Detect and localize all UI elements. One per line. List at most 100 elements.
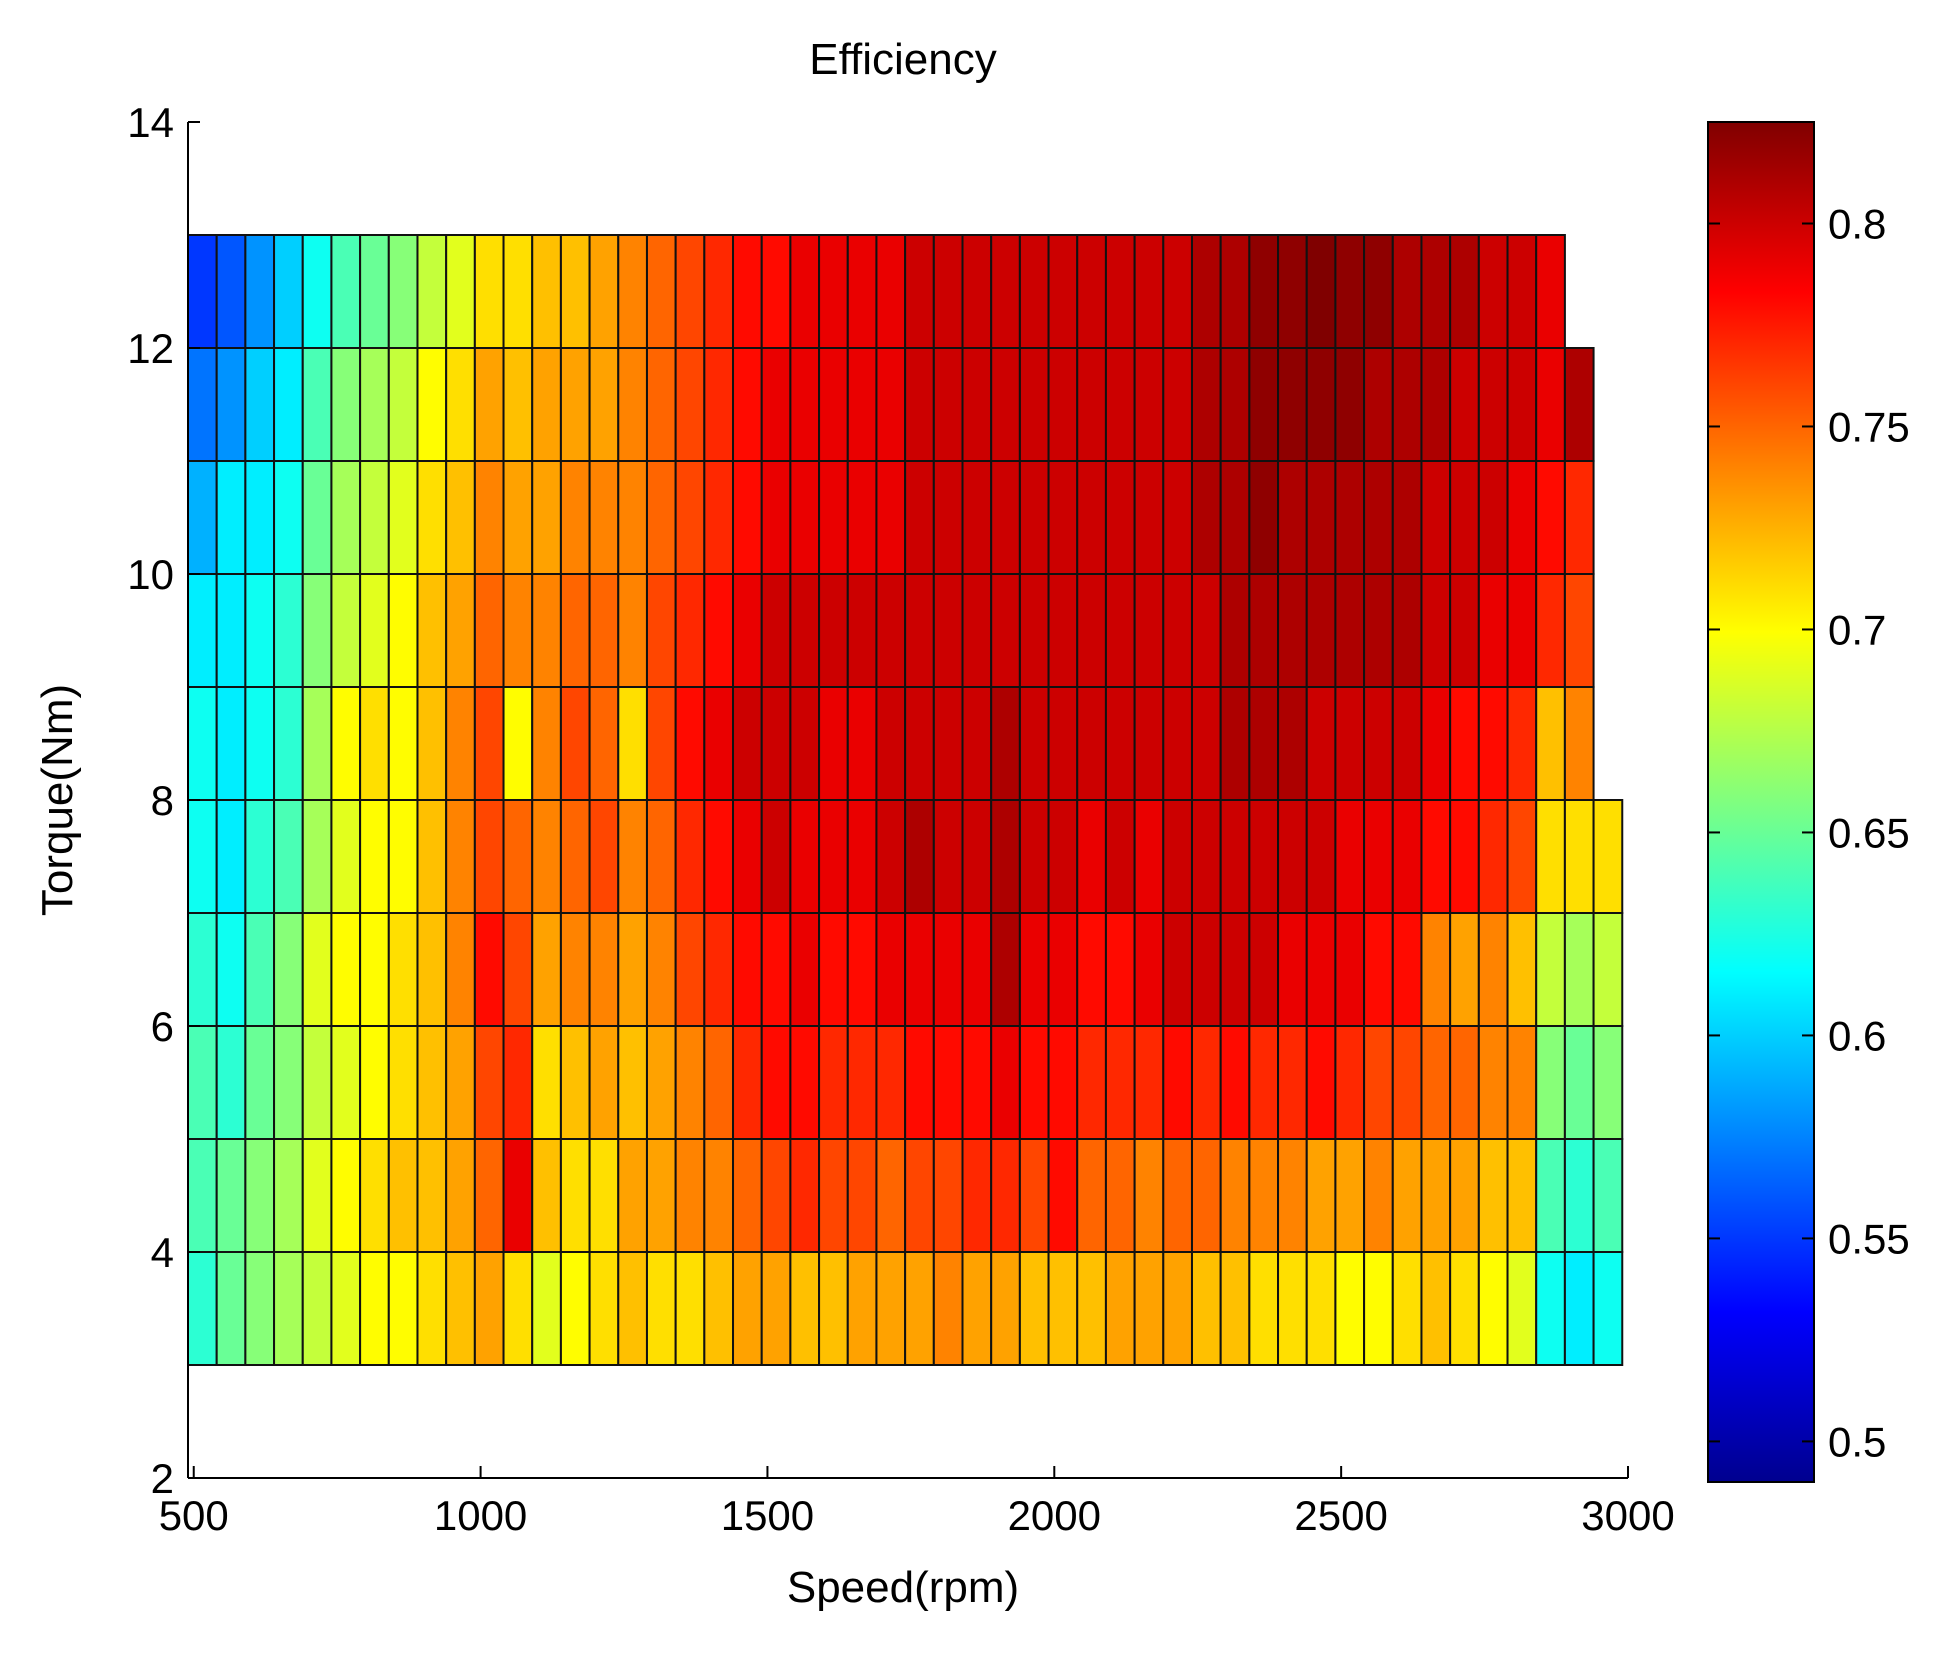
heatmap-cell (359, 573, 390, 688)
heatmap-cell (330, 234, 362, 349)
heatmap-cell (1076, 686, 1107, 801)
chart-title: Efficiency (809, 35, 997, 84)
heatmap-cell (502, 686, 534, 801)
heatmap-cell (416, 460, 448, 575)
heatmap-cell (932, 573, 964, 688)
heatmap-cell (1219, 799, 1251, 914)
x-tick-label: 3000 (1581, 1492, 1674, 1539)
heatmap-cell (1449, 1138, 1480, 1253)
heatmap-cell (1420, 1025, 1452, 1140)
heatmap-cell (588, 1138, 620, 1253)
heatmap-cell (273, 912, 304, 1027)
heatmap-cell (416, 234, 448, 349)
heatmap-cell (1305, 573, 1337, 688)
heatmap-cell (703, 347, 735, 462)
heatmap-cell (1047, 1251, 1079, 1366)
heatmap-cell (244, 460, 276, 575)
heatmap-cell (359, 1138, 390, 1253)
heatmap-cell (301, 234, 333, 349)
heatmap-cells (187, 234, 1624, 1366)
heatmap-cell (1162, 799, 1193, 914)
heatmap-cell (445, 912, 476, 1027)
heatmap-cell (1477, 234, 1509, 349)
heatmap-cell (961, 1025, 993, 1140)
heatmap-cell (445, 460, 476, 575)
heatmap-cell (1162, 686, 1193, 801)
heatmap-cell (502, 573, 534, 688)
heatmap-cell (1535, 912, 1566, 1027)
heatmap-cell (1190, 234, 1222, 349)
heatmap-cell (473, 234, 505, 349)
heatmap-cell (1305, 460, 1337, 575)
heatmap-cell (1420, 234, 1452, 349)
heatmap-cell (1334, 460, 1366, 575)
heatmap-cell (789, 686, 821, 801)
heatmap-cell (1305, 799, 1337, 914)
heatmap-cell (1563, 686, 1595, 801)
heatmap-cell (818, 1251, 849, 1366)
heatmap-cell (789, 347, 821, 462)
heatmap-cell (645, 1138, 677, 1253)
y-axis-label: Torque(Nm) (33, 684, 82, 916)
heatmap-cell (961, 799, 993, 914)
heatmap-cell (1104, 1138, 1136, 1253)
heatmap-cell (1104, 1251, 1136, 1366)
heatmap-cell (187, 799, 218, 914)
heatmap-cell (244, 912, 276, 1027)
colorbar-tick-label: 0.7 (1828, 606, 1886, 653)
heatmap-cell (1334, 1138, 1366, 1253)
heatmap-cell (674, 686, 706, 801)
heatmap-cell (502, 1138, 534, 1253)
heatmap-cell (674, 1251, 706, 1366)
heatmap-cell (273, 234, 304, 349)
heatmap-cell (1248, 1138, 1280, 1253)
heatmap-cell (1420, 573, 1452, 688)
heatmap-cell (703, 912, 735, 1027)
heatmap-cell (445, 347, 476, 462)
y-tick-label: 6 (151, 1003, 174, 1050)
heatmap-cell (617, 1025, 648, 1140)
heatmap-cell (1449, 573, 1480, 688)
heatmap-cell (1506, 234, 1538, 349)
heatmap-cell (818, 686, 849, 801)
colorbar-tick-label: 0.8 (1828, 200, 1886, 247)
heatmap-cell (1047, 799, 1079, 914)
heatmap-cell (1248, 234, 1280, 349)
heatmap-cell (990, 347, 1021, 462)
heatmap-cell (387, 573, 419, 688)
heatmap-cell (559, 912, 591, 1027)
heatmap-cell (1334, 799, 1366, 914)
heatmap-cell (330, 1251, 362, 1366)
heatmap-cell (1133, 912, 1165, 1027)
heatmap-cell (215, 1138, 247, 1253)
heatmap-cell (1305, 912, 1337, 1027)
heatmap-cell (1018, 1251, 1050, 1366)
heatmap-cell (244, 1025, 276, 1140)
heatmap-cell (1506, 573, 1538, 688)
heatmap-cell (760, 912, 792, 1027)
heatmap-cell (1018, 347, 1050, 462)
heatmap-cell (416, 573, 448, 688)
heatmap-cell (588, 234, 620, 349)
heatmap-cell (1334, 234, 1366, 349)
heatmap-cell (215, 1251, 247, 1366)
heatmap-cell (330, 1025, 362, 1140)
heatmap-cell (875, 234, 907, 349)
heatmap-cell (1449, 912, 1480, 1027)
heatmap-cell (359, 234, 390, 349)
heatmap-cell (645, 347, 677, 462)
heatmap-cell (732, 347, 763, 462)
heatmap-cell (1563, 1251, 1595, 1366)
heatmap-cell (187, 686, 218, 801)
heatmap-cell (1334, 912, 1366, 1027)
heatmap-cell (1391, 460, 1423, 575)
heatmap-cell (273, 799, 304, 914)
heatmap-cell (1104, 573, 1136, 688)
heatmap-cell (904, 573, 935, 688)
heatmap-cell (1563, 573, 1595, 688)
heatmap-cell (961, 460, 993, 575)
heatmap-cell (875, 347, 907, 462)
heatmap-cell (1219, 347, 1251, 462)
heatmap-cell (875, 912, 907, 1027)
heatmap-cell (789, 1138, 821, 1253)
